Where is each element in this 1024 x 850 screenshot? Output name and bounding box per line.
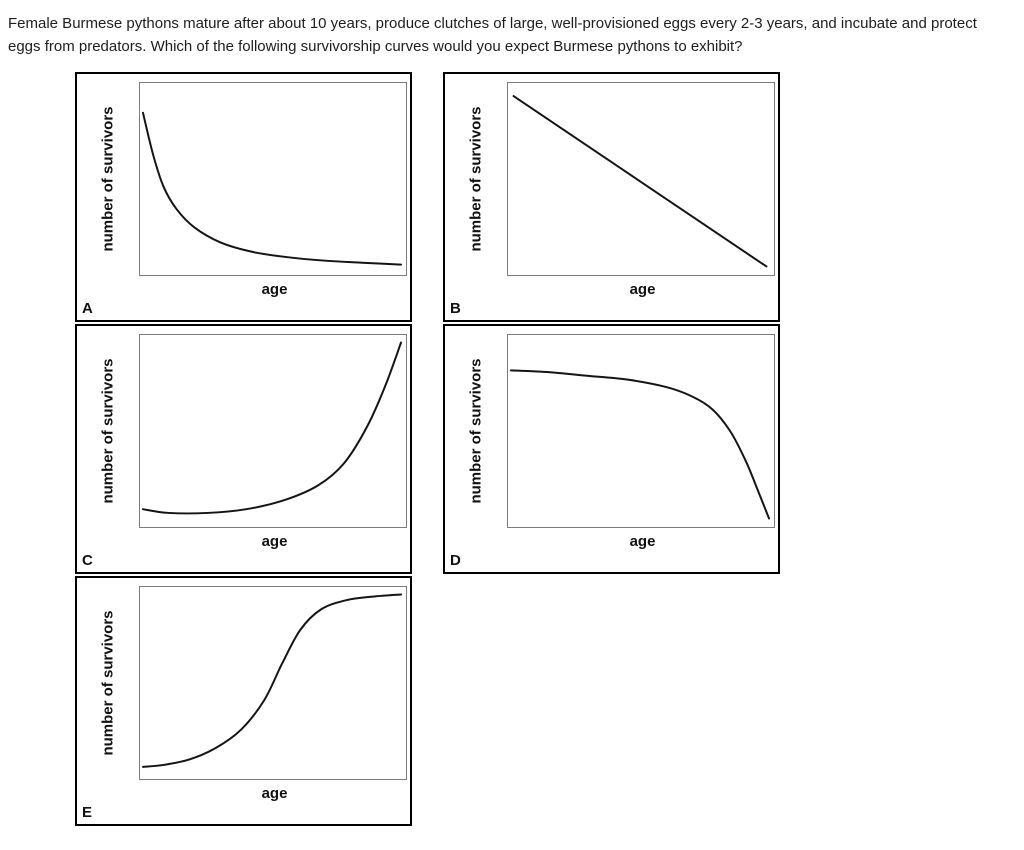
panel-letter: B xyxy=(450,300,461,317)
survivorship-plot-c xyxy=(139,334,407,528)
y-axis-label: number of survivors xyxy=(467,358,485,504)
survivorship-curve-c xyxy=(141,341,403,515)
chart-zone-b: number of survivors xyxy=(445,74,778,276)
y-axis-label: number of survivors xyxy=(99,358,117,504)
x-axis-label: age xyxy=(261,533,288,550)
answer-panel-a[interactable]: number of survivors age A xyxy=(75,72,412,322)
x-axis-label: age xyxy=(629,533,656,550)
survivorship-plot-a xyxy=(139,82,407,276)
x-axis-label: age xyxy=(261,785,288,802)
panel-letter: A xyxy=(82,300,93,317)
chart-zone-a: number of survivors xyxy=(77,74,410,276)
right-column: number of survivors age B number of surv… xyxy=(443,72,780,826)
x-axis-label: age xyxy=(261,281,288,298)
question-text: Female Burmese pythons mature after abou… xyxy=(8,15,977,55)
answer-panel-d[interactable]: number of survivors age D xyxy=(443,324,780,574)
survivorship-plot-d xyxy=(507,334,775,528)
y-axis-label: number of survivors xyxy=(467,106,485,252)
panel-letter: C xyxy=(82,552,93,569)
survivorship-curve-d xyxy=(509,369,771,520)
survivorship-curve-e xyxy=(141,593,403,768)
survivorship-plot-b xyxy=(507,82,775,276)
x-axis-label: age xyxy=(629,281,656,298)
answer-panel-b[interactable]: number of survivors age B xyxy=(443,72,780,322)
y-axis-label: number of survivors xyxy=(99,106,117,252)
answer-panel-e[interactable]: number of survivors age E xyxy=(75,576,412,826)
survivorship-curve-a xyxy=(141,111,403,266)
survivorship-plot-e xyxy=(139,586,407,780)
left-column: number of survivors age A number of surv… xyxy=(75,72,412,826)
chart-zone-d: number of survivors xyxy=(445,326,778,528)
answer-grid: number of survivors age A number of surv… xyxy=(75,72,1024,826)
y-axis-label: number of survivors xyxy=(99,610,117,756)
panel-letter: D xyxy=(450,552,461,569)
survivorship-curve-b xyxy=(512,95,768,268)
answer-panel-c[interactable]: number of survivors age C xyxy=(75,324,412,574)
chart-zone-c: number of survivors xyxy=(77,326,410,528)
panel-letter: E xyxy=(82,804,93,821)
chart-zone-e: number of survivors xyxy=(77,578,410,780)
